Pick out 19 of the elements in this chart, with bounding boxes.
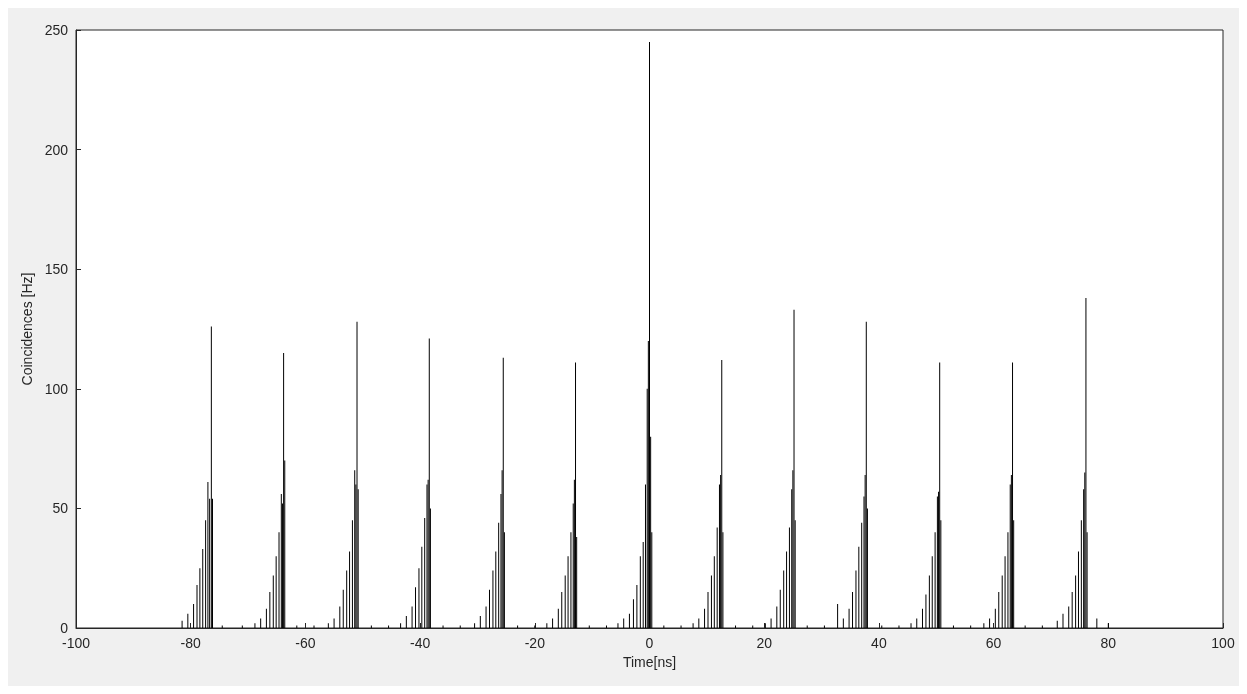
x-tick-label: 100	[1211, 635, 1235, 651]
y-tick-label: 250	[44, 22, 69, 38]
x-tick-label: -80	[180, 635, 202, 651]
y-tick-label: 0	[60, 620, 69, 636]
x-tick-label: -40	[409, 635, 431, 651]
y-tick-label: 200	[44, 141, 69, 158]
x-axis-title: Time[ns]	[622, 653, 677, 670]
x-tick-label: 60	[985, 635, 1002, 651]
x-tick-label: -100	[61, 635, 91, 651]
y-tick-label: 150	[44, 261, 69, 278]
x-tick-label: -60	[295, 635, 316, 651]
x-tick-label: 40	[871, 635, 887, 651]
y-axis-title: Coincidences [Hz]	[18, 272, 35, 386]
y-tick-label: 100	[44, 380, 69, 397]
x-tick-label: 20	[756, 635, 773, 651]
x-tick-label: 0	[645, 635, 654, 651]
y-tick-label: 50	[52, 500, 69, 517]
x-tick-label: 80	[1100, 635, 1117, 651]
x-tick-label: -20	[524, 635, 546, 651]
